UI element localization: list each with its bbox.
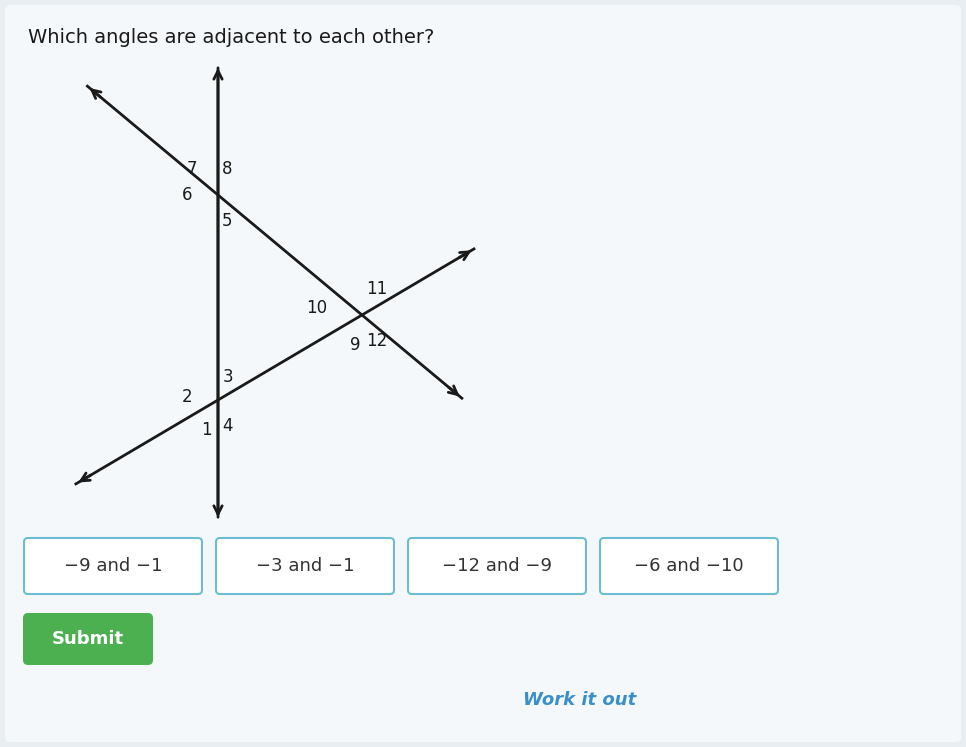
FancyBboxPatch shape bbox=[216, 538, 394, 594]
Text: 6: 6 bbox=[183, 186, 193, 204]
Text: 8: 8 bbox=[222, 160, 233, 179]
Text: 9: 9 bbox=[350, 336, 360, 354]
Text: 1: 1 bbox=[202, 421, 213, 439]
Text: −3 and −1: −3 and −1 bbox=[256, 557, 355, 575]
Text: 2: 2 bbox=[183, 388, 193, 406]
Text: Submit: Submit bbox=[52, 630, 124, 648]
Text: Which angles are adjacent to each other?: Which angles are adjacent to each other? bbox=[28, 28, 435, 47]
Text: 5: 5 bbox=[222, 212, 233, 230]
Text: −12 and −9: −12 and −9 bbox=[442, 557, 552, 575]
FancyBboxPatch shape bbox=[5, 5, 961, 742]
Text: 7: 7 bbox=[186, 160, 197, 179]
Text: 3: 3 bbox=[222, 368, 233, 386]
Text: Work it out: Work it out bbox=[524, 691, 637, 709]
Text: 12: 12 bbox=[366, 332, 387, 350]
Text: −9 and −1: −9 and −1 bbox=[64, 557, 162, 575]
FancyBboxPatch shape bbox=[600, 538, 778, 594]
Text: 4: 4 bbox=[222, 417, 233, 435]
Text: 11: 11 bbox=[366, 280, 387, 298]
FancyBboxPatch shape bbox=[24, 538, 202, 594]
Text: −6 and −10: −6 and −10 bbox=[635, 557, 744, 575]
FancyBboxPatch shape bbox=[408, 538, 586, 594]
FancyBboxPatch shape bbox=[23, 613, 153, 665]
Text: 10: 10 bbox=[306, 299, 327, 317]
